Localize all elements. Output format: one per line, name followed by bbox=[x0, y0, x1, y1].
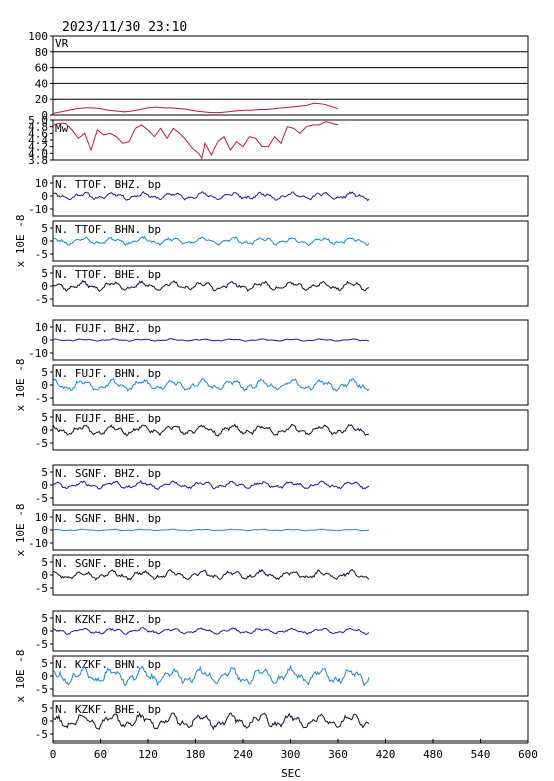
vr-axis-tick-label: 60 bbox=[35, 62, 48, 75]
trace-axis-tick-label: 10 bbox=[35, 321, 48, 334]
trace-waveform-line bbox=[52, 235, 370, 247]
x-axis-tick-label: 360 bbox=[328, 748, 348, 761]
trace-label: N. TTOF. BHN. bp bbox=[55, 223, 161, 236]
trace-axis-tick-label: -5 bbox=[35, 683, 48, 696]
trace-label: N. SGNF. BHN. bp bbox=[55, 512, 161, 525]
mw-axis-tick-label: 3.8 bbox=[28, 154, 48, 167]
trace-axis-tick-label: 0 bbox=[41, 424, 48, 437]
x-axis-tick-label: 240 bbox=[233, 748, 253, 761]
mw-axis-tick-label: 4.8 bbox=[28, 121, 48, 134]
trace-axis-tick-label: 5 bbox=[41, 612, 48, 625]
x-axis-tick-label: 60 bbox=[94, 748, 107, 761]
trace-label: N. TTOF. BHE. bp bbox=[55, 268, 161, 281]
x-axis-tick-label: 480 bbox=[423, 748, 443, 761]
trace-label: N. FUJF. BHZ. bp bbox=[55, 322, 161, 335]
trace-axis-tick-label: -10 bbox=[28, 347, 48, 360]
trace-axis-tick-label: 0 bbox=[41, 280, 48, 293]
trace-axis-tick-label: 0 bbox=[41, 524, 48, 537]
trace-axis-tick-label: -5 bbox=[35, 248, 48, 261]
trace-label: N. KZKF. BHZ. bp bbox=[55, 613, 161, 626]
vr-axis-tick-label: 0 bbox=[41, 109, 48, 122]
mw-label: Mw bbox=[55, 122, 69, 135]
station-unit-label: x 10E -8 bbox=[14, 215, 27, 268]
vr-axis-tick-label: 80 bbox=[35, 46, 48, 59]
mw-axis-tick-label: 4.2 bbox=[28, 141, 48, 154]
trace-waveform-line bbox=[52, 190, 370, 202]
trace-axis-tick-label: 0 bbox=[41, 190, 48, 203]
trace-axis-tick-label: 0 bbox=[41, 625, 48, 638]
trace-axis-tick-label: 0 bbox=[41, 670, 48, 683]
mw-axis-tick-label: 4.4 bbox=[28, 134, 48, 147]
trace-waveform-line bbox=[52, 423, 370, 437]
station-unit-label: x 10E -8 bbox=[14, 359, 27, 412]
x-axis-label: SEC bbox=[281, 767, 301, 780]
trace-waveform-line bbox=[52, 627, 370, 635]
trace-axis-tick-label: 5 bbox=[41, 411, 48, 424]
x-axis-tick-label: 300 bbox=[281, 748, 301, 761]
vr-label: VR bbox=[55, 37, 69, 50]
trace-axis-tick-label: 5 bbox=[41, 702, 48, 715]
vr-axis-tick-label: 20 bbox=[35, 93, 48, 106]
trace-axis-tick-label: -5 bbox=[35, 728, 48, 741]
x-axis-tick-label: 0 bbox=[50, 748, 57, 761]
trace-axis-tick-label: 0 bbox=[41, 715, 48, 728]
trace-axis-tick-label: -5 bbox=[35, 392, 48, 405]
trace-label: N. KZKF. BHN. bp bbox=[55, 658, 161, 671]
trace-axis-tick-label: 5 bbox=[41, 222, 48, 235]
trace-label: N. SGNF. BHZ. bp bbox=[55, 467, 161, 480]
trace-axis-tick-label: -5 bbox=[35, 293, 48, 306]
trace-axis-tick-label: 5 bbox=[41, 466, 48, 479]
x-axis-tick-label: 180 bbox=[186, 748, 206, 761]
x-axis-tick-label: 420 bbox=[376, 748, 396, 761]
trace-label: N. KZKF. BHE. bp bbox=[55, 703, 161, 716]
mw-panel-frame bbox=[52, 119, 529, 161]
vr-axis-tick-label: 100 bbox=[28, 30, 48, 43]
trace-axis-tick-label: -5 bbox=[35, 492, 48, 505]
trace-axis-tick-label: -10 bbox=[28, 203, 48, 216]
vr-panel-frame bbox=[52, 35, 529, 116]
trace-axis-tick-label: 10 bbox=[35, 511, 48, 524]
station-unit-label: x 10E -8 bbox=[14, 504, 27, 557]
trace-axis-tick-label: 5 bbox=[41, 267, 48, 280]
trace-axis-tick-label: 0 bbox=[41, 235, 48, 248]
trace-axis-tick-label: 0 bbox=[41, 334, 48, 347]
trace-axis-tick-label: 0 bbox=[41, 569, 48, 582]
trace-axis-tick-label: 10 bbox=[35, 177, 48, 190]
trace-waveform-line bbox=[52, 279, 370, 292]
trace-waveform-line bbox=[52, 569, 370, 581]
trace-waveform-line bbox=[52, 528, 369, 532]
trace-axis-tick-label: 0 bbox=[41, 379, 48, 392]
trace-axis-tick-label: -5 bbox=[35, 437, 48, 450]
trace-label: N. FUJF. BHE. bp bbox=[55, 412, 161, 425]
mw-axis-tick-label: 4.6 bbox=[28, 127, 48, 140]
trace-waveform-line bbox=[52, 378, 370, 392]
trace-label: N. TTOF. BHZ. bp bbox=[55, 178, 161, 191]
trace-axis-tick-label: 5 bbox=[41, 556, 48, 569]
vr-axis-tick-label: 40 bbox=[35, 77, 48, 90]
trace-waveform-line bbox=[52, 338, 369, 342]
station-unit-label: x 10E -8 bbox=[14, 650, 27, 703]
trace-waveform-line bbox=[52, 664, 370, 687]
trace-axis-tick-label: 5 bbox=[41, 366, 48, 379]
mw-axis-tick-label: 4.0 bbox=[28, 147, 48, 160]
trace-waveform-line bbox=[52, 711, 370, 731]
trace-label: N. SGNF. BHE. bp bbox=[55, 557, 161, 570]
trace-waveform-line bbox=[52, 479, 370, 491]
chart-timestamp: 2023/11/30 23:10 bbox=[62, 20, 187, 35]
vr-series-line bbox=[52, 102, 339, 114]
trace-axis-tick-label: 5 bbox=[41, 657, 48, 670]
trace-axis-tick-label: -5 bbox=[35, 638, 48, 651]
x-axis-tick-label: 540 bbox=[471, 748, 491, 761]
x-axis-tick-label: 600 bbox=[518, 748, 538, 761]
trace-axis-tick-label: 0 bbox=[41, 479, 48, 492]
mw-series-line bbox=[52, 121, 339, 160]
trace-axis-tick-label: -5 bbox=[35, 582, 48, 595]
mw-axis-tick-label: 5.0 bbox=[28, 114, 48, 127]
trace-axis-tick-label: -10 bbox=[28, 537, 48, 550]
x-axis-tick-label: 120 bbox=[138, 748, 158, 761]
trace-label: N. FUJF. BHN. bp bbox=[55, 367, 161, 380]
